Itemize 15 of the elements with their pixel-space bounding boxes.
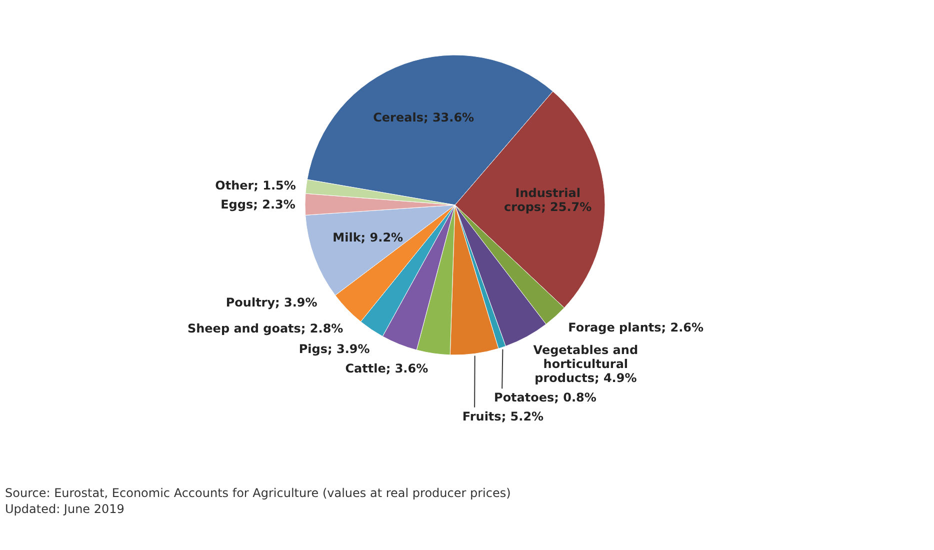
slice-label: Poultry; 3.9% — [226, 295, 318, 310]
slice-label: Eggs; 2.3% — [220, 197, 296, 212]
slice-label: Cereals; 33.6% — [373, 110, 474, 124]
slice-label: Other; 1.5% — [215, 178, 296, 192]
slice-label: Industrial crops; 25.7% — [504, 186, 592, 214]
slice-label: Sheep and goats; 2.8% — [187, 322, 344, 336]
slice-label: Potatoes; 0.8% — [494, 390, 596, 405]
text: Updated: June 2019 — [5, 502, 124, 516]
slice-label: Fruits; 5.2% — [462, 409, 544, 424]
slice-label: Pigs; 3.9% — [298, 342, 370, 356]
slice-label: Vegetables and horticultural products; 4.9% — [533, 342, 638, 385]
source-note: Source: Eurostat, Economic Accounts for Agriculture (values at real producer prices) — [5, 486, 511, 500]
slice-label: Cattle; 3.6% — [345, 361, 428, 376]
slice-label: Forage plants; 2.6% — [568, 320, 704, 335]
slice-label: Milk; 9.2% — [332, 230, 404, 244]
